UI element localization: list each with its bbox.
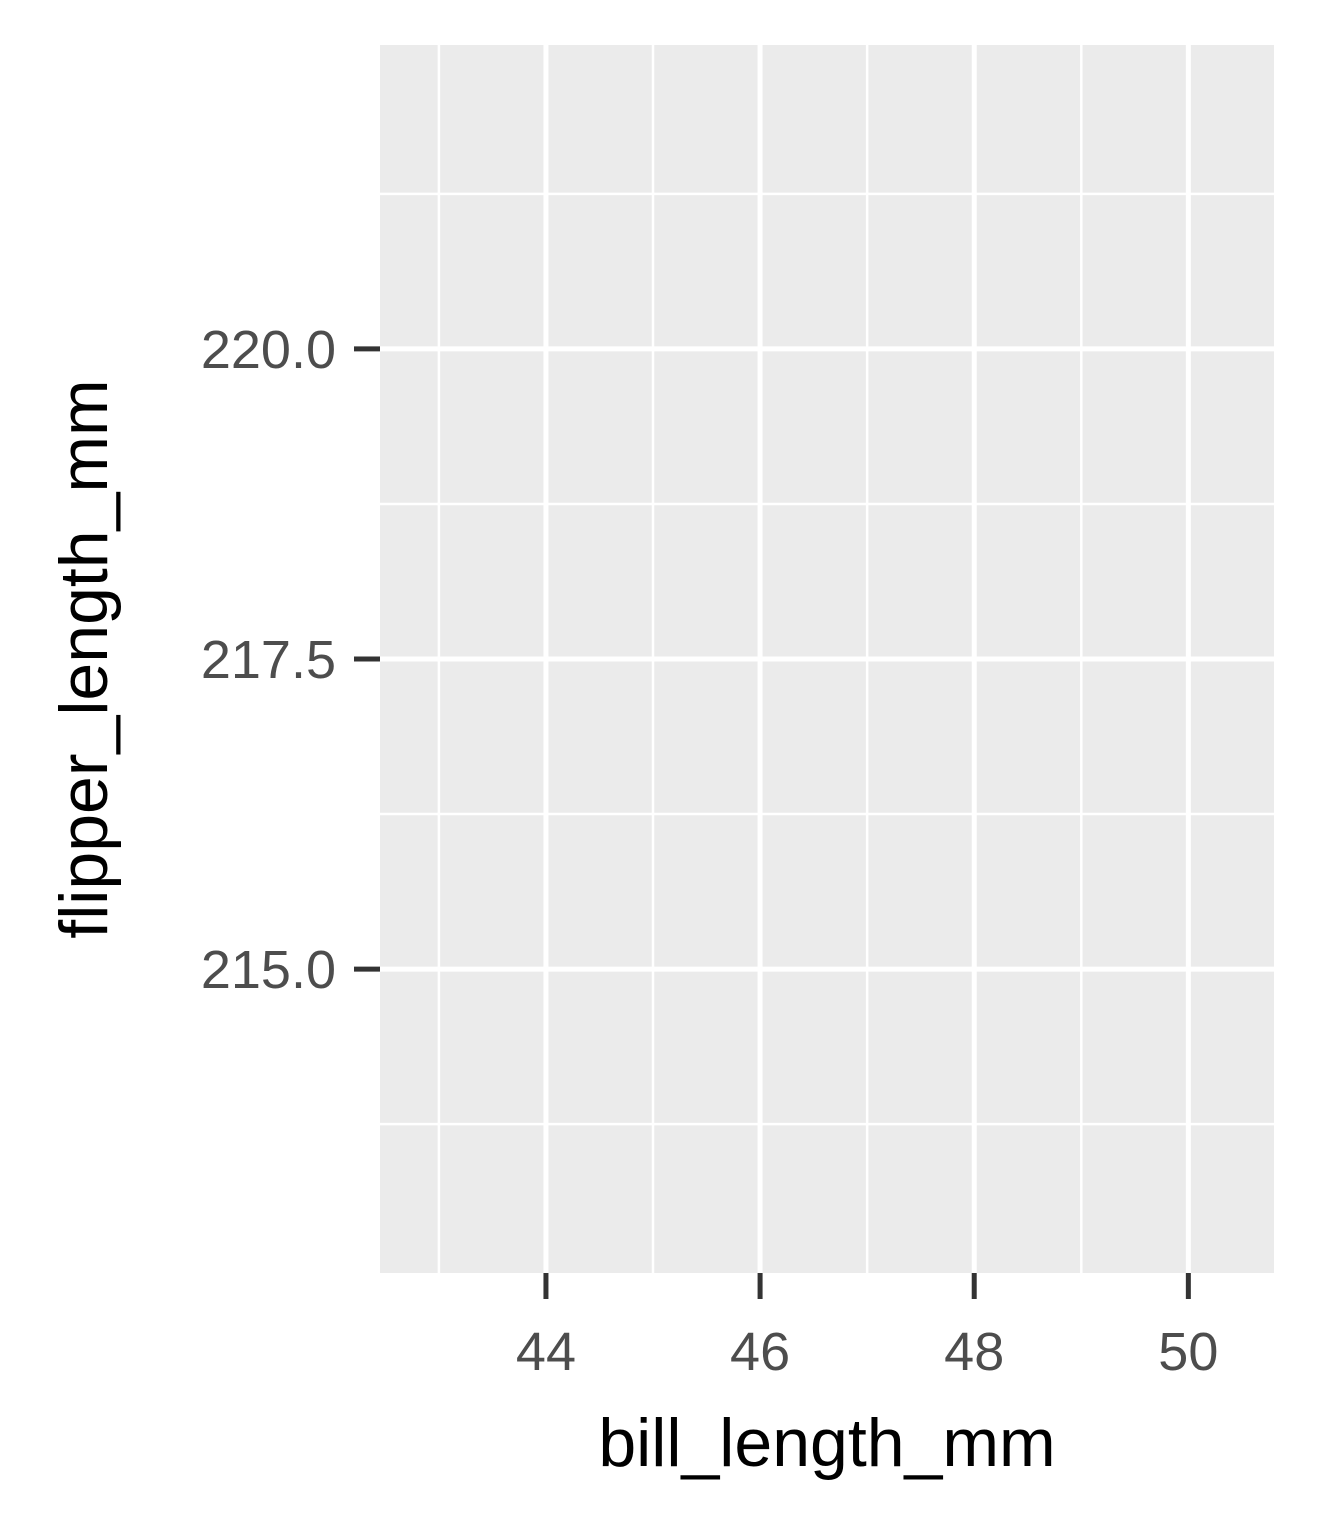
y-tick-label-0: 215.0 — [201, 940, 336, 1000]
y-tick-label-2: 220.0 — [201, 320, 336, 380]
x-axis-title: bill_length_mm — [598, 1405, 1055, 1481]
x-axis: 44 46 48 50 — [516, 1273, 1218, 1382]
major-gridlines — [380, 45, 1274, 1273]
x-tick-label-2: 48 — [944, 1322, 1004, 1382]
x-tick-label-1: 46 — [730, 1322, 790, 1382]
y-axis: 215.0 217.5 220.0 — [201, 320, 380, 1000]
y-axis-title: flipper_length_mm — [46, 379, 122, 938]
x-tick-label-3: 50 — [1158, 1322, 1218, 1382]
x-tick-label-0: 44 — [516, 1322, 576, 1382]
y-tick-label-1: 217.5 — [201, 630, 336, 690]
